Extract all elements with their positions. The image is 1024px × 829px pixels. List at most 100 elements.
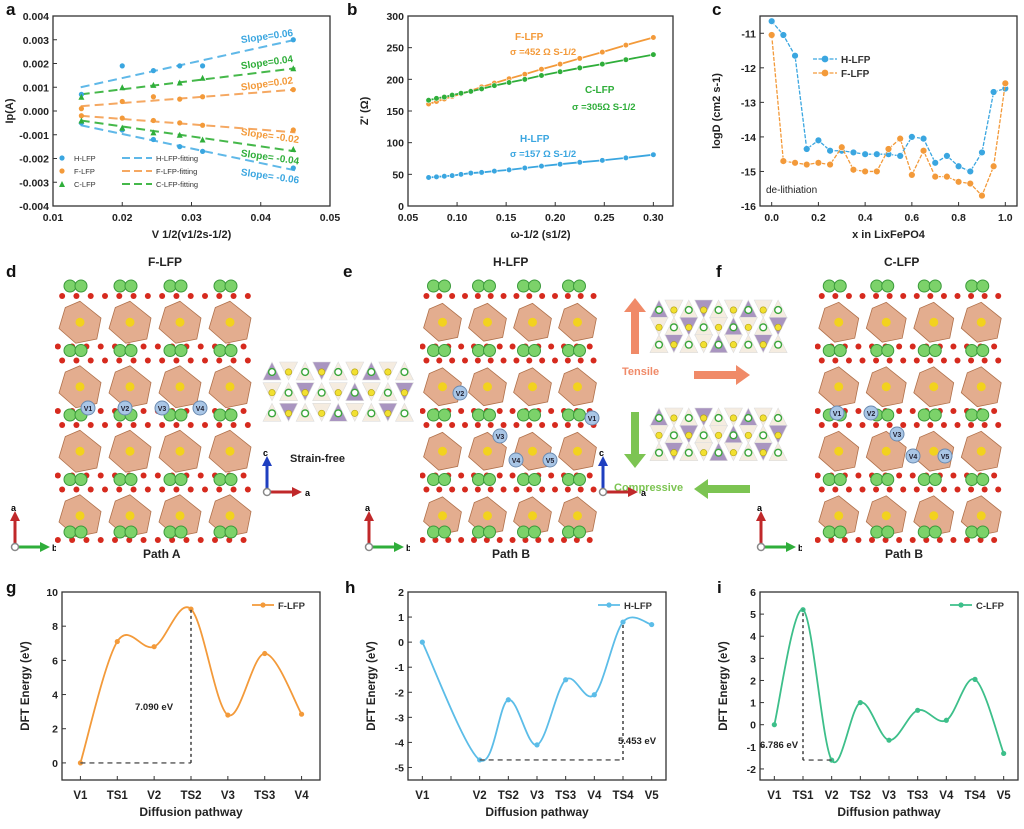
vacancy-label: V3 [893, 432, 902, 439]
o-atom [73, 486, 80, 493]
li-atom [317, 388, 326, 397]
o-atom [187, 422, 194, 428]
li-atom [334, 409, 343, 418]
crystal-structure-d: V1 V2 V3 V4 [55, 279, 252, 543]
li-atom [113, 473, 127, 486]
o-atom [130, 293, 137, 299]
o-atom [509, 537, 516, 543]
x-tick-label: V5 [645, 790, 660, 802]
li-atom [517, 279, 530, 293]
o-atom [496, 472, 503, 479]
o-atom [202, 357, 208, 364]
data-point-F-LFP [262, 650, 268, 657]
x-tick-label: 0.15 [496, 212, 517, 224]
o-atom [169, 537, 176, 543]
axis-f-up-label: a [757, 505, 763, 513]
x-tick-label: TS4 [612, 790, 634, 802]
o-atom [226, 537, 233, 543]
o-atom [995, 293, 1002, 299]
li-atom [573, 525, 586, 539]
li-atom [427, 408, 440, 422]
panel-label-f: f [716, 262, 722, 281]
o-atom [991, 343, 998, 350]
data-point-H-LFP [150, 68, 157, 74]
y-tick-label: 150 [386, 106, 404, 118]
data-point-F-LFP [599, 48, 606, 56]
crystal-structure-f: V1 V2 V3 V4 V5 [815, 279, 1002, 543]
li-atom [917, 525, 931, 539]
x-axis-label: V 1/2(v1/2s-1/2) [152, 229, 232, 241]
y-tick-label: 300 [386, 11, 404, 23]
y-tick-label: -1 [747, 742, 756, 754]
data-point-F-LFP [151, 644, 157, 650]
o-atom [449, 293, 456, 299]
data-point-C-LFP [78, 117, 85, 124]
fe-atom [834, 446, 844, 456]
data-point-H-LFP [849, 148, 858, 157]
o-atom [197, 472, 204, 479]
o-atom [981, 357, 988, 364]
data-point-F-LFP [943, 172, 951, 181]
li-atom [881, 279, 895, 293]
vacancy-label: V2 [867, 411, 876, 418]
x-axis-label: x in LixFePO4 [852, 229, 926, 241]
fe-atom [528, 511, 537, 521]
fe-atom [759, 306, 767, 314]
x-tick-label: 0.6 [905, 212, 920, 224]
vacancy-label: V3 [158, 406, 167, 413]
li-atom [684, 340, 693, 349]
li-atom [976, 525, 990, 539]
data-point-C-LFP [1001, 750, 1007, 757]
data-point-C-LFP [199, 136, 206, 143]
li-atom [774, 413, 783, 423]
data-point-H-LFP [649, 621, 655, 628]
y-tick-label: 0 [52, 758, 58, 770]
x-axis-label: Diffusion pathway [139, 805, 243, 819]
fe-atom [881, 382, 891, 392]
legend-label: H-LFP-fitting [156, 154, 198, 163]
li-atom [744, 340, 753, 349]
o-atom [950, 537, 957, 543]
o-atom [69, 537, 76, 543]
fe-atom [225, 511, 235, 521]
o-atom [97, 472, 104, 479]
o-atom [936, 537, 943, 543]
o-atom [483, 537, 490, 543]
li-vacancy [192, 400, 208, 416]
o-atom [873, 422, 880, 428]
li-atom [833, 279, 847, 293]
panel-label-b: b [347, 0, 358, 19]
vacancy-label: V2 [456, 391, 465, 398]
y-tick-label: 3 [750, 653, 756, 665]
li-atom [483, 408, 496, 422]
axis-e-up-label: a [365, 505, 371, 513]
o-atom [500, 422, 507, 428]
fe-atom [729, 449, 737, 457]
li-atom [774, 340, 783, 349]
x-tick-label: TS2 [180, 790, 201, 802]
vacancy-label: V1 [833, 411, 842, 418]
o-atom [420, 408, 426, 414]
data-point-C-LFP [457, 90, 465, 97]
data-point-F-LFP [826, 160, 834, 169]
data-point-H-LFP [557, 161, 564, 168]
li-atom [224, 344, 238, 357]
li-atom [517, 344, 530, 357]
li-atom [113, 525, 127, 539]
data-point-C-LFP [538, 72, 545, 79]
li-atom [63, 525, 77, 539]
fe-atom [400, 389, 408, 397]
fe-atom [759, 414, 767, 422]
o-atom [462, 293, 468, 299]
data-point-H-LFP [505, 166, 513, 173]
fe-atom [225, 317, 235, 327]
li-atom [174, 344, 188, 357]
o-atom [474, 357, 481, 364]
li-atom [928, 525, 942, 539]
li-atom [517, 525, 530, 539]
data-point-H-LFP [449, 172, 456, 179]
fe-atom [351, 368, 359, 376]
o-atom [462, 422, 468, 428]
li-atom [213, 473, 227, 486]
structure-d-title: F-LFP [148, 255, 182, 269]
